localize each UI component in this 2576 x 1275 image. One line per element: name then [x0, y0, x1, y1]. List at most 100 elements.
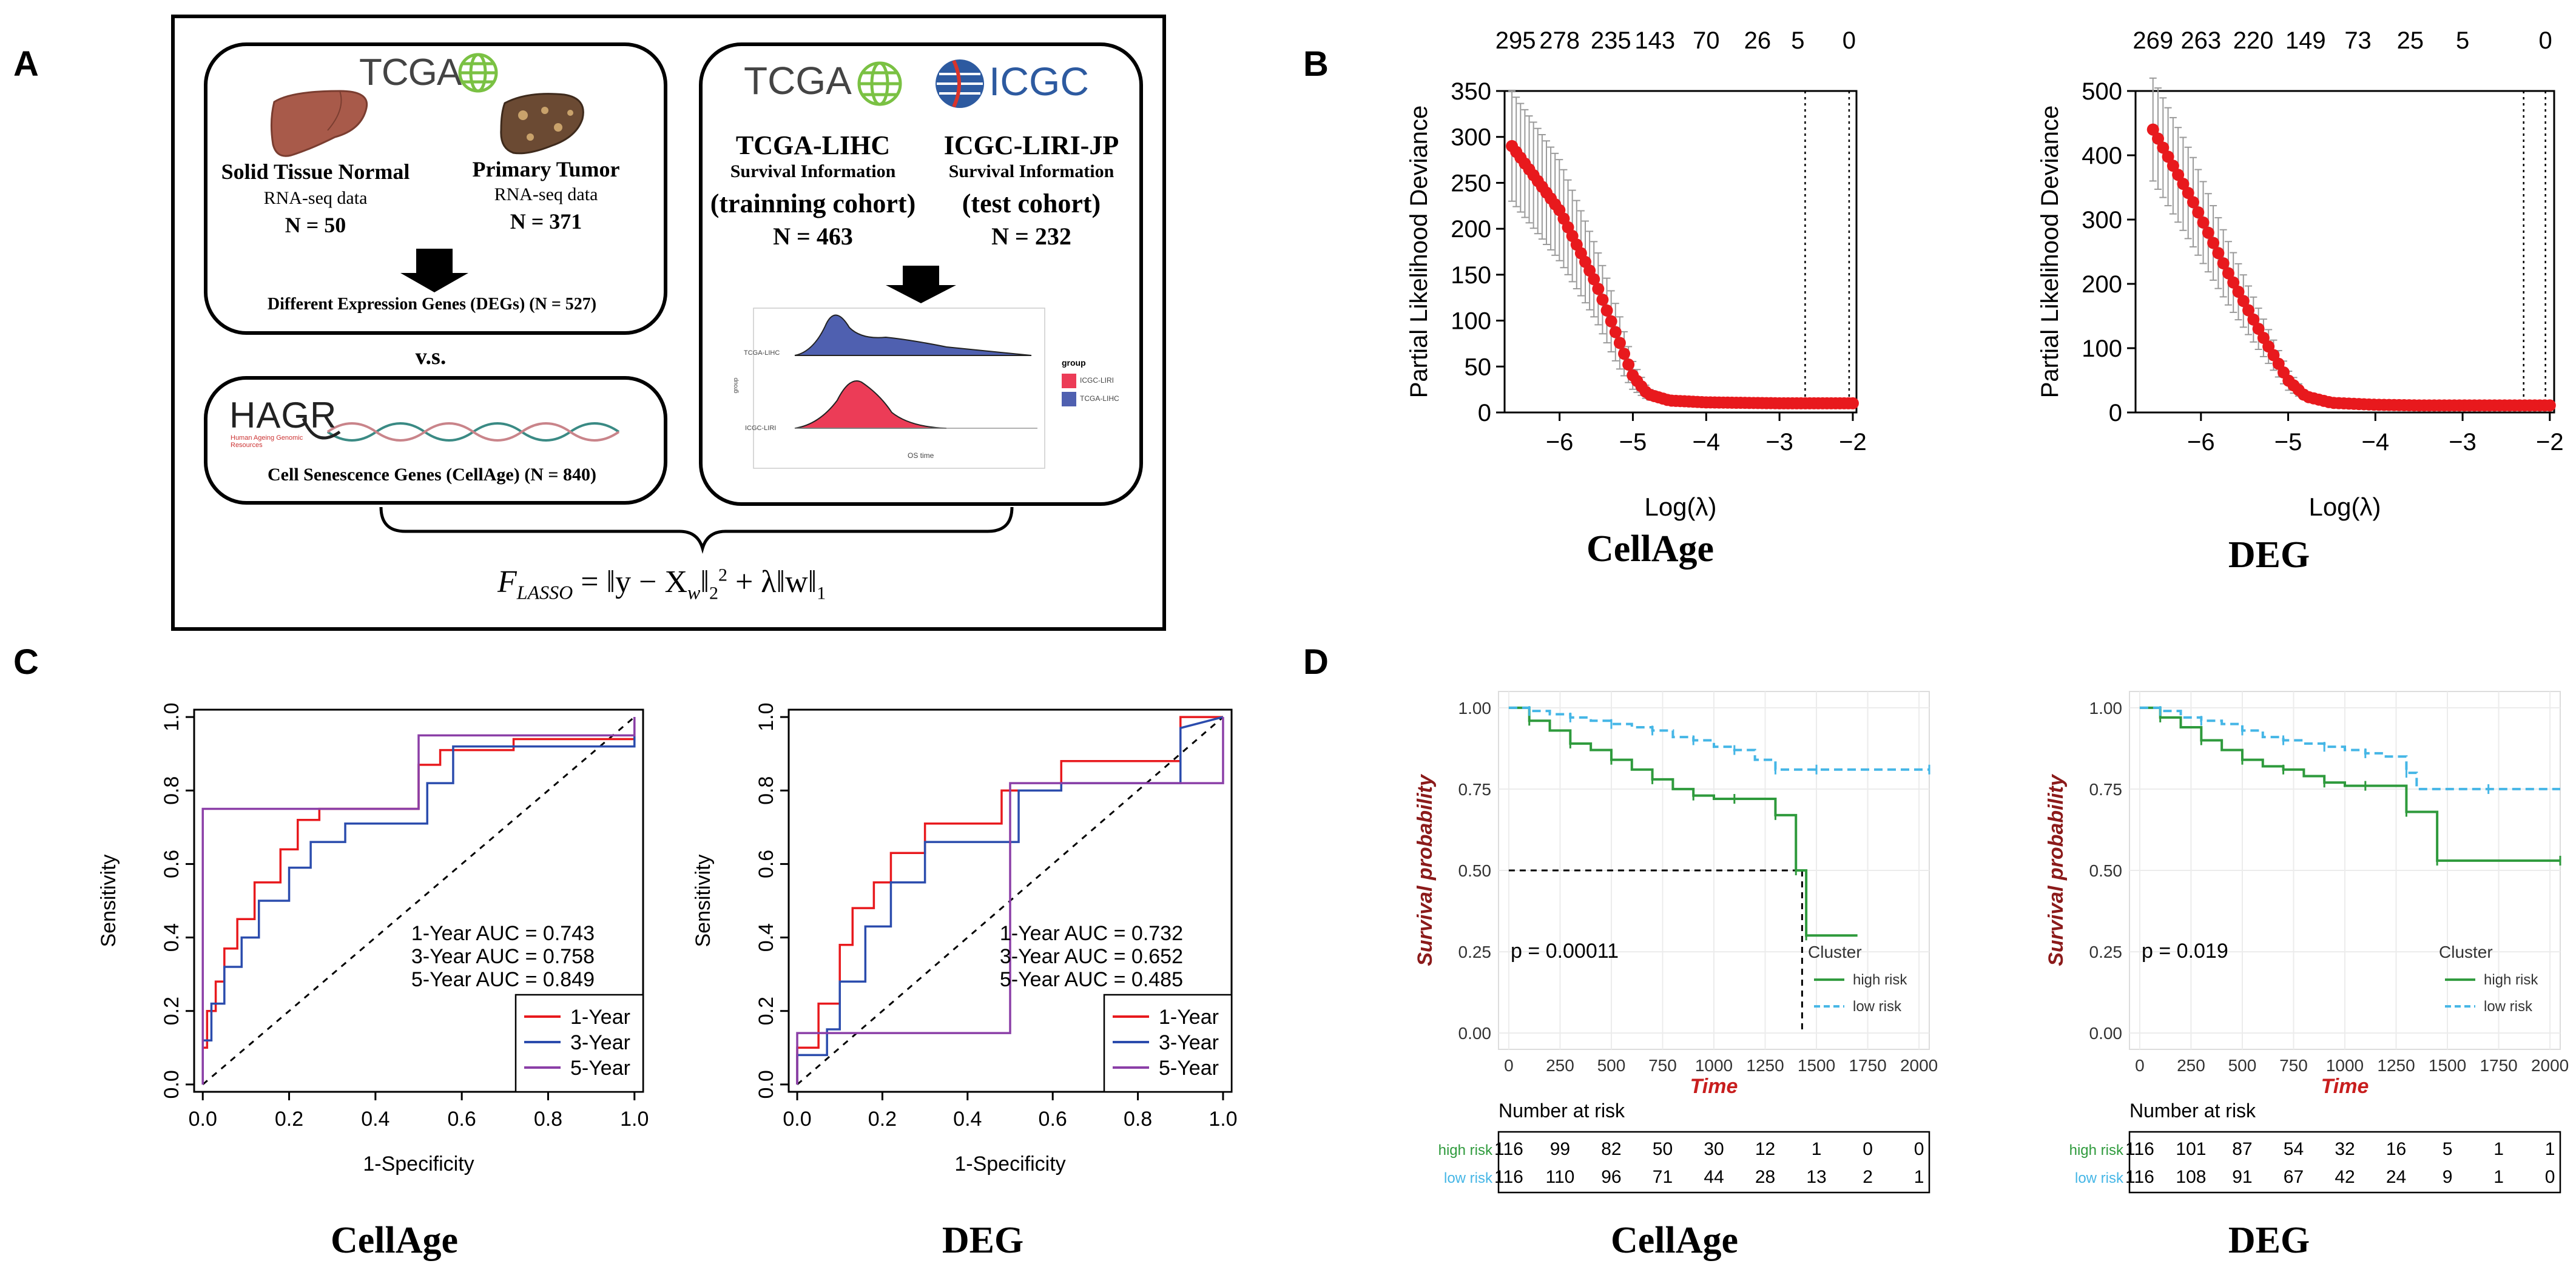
survival-box — [699, 42, 1143, 506]
x-tick-label: −4 — [1692, 429, 1720, 456]
deviance-point — [2543, 399, 2556, 412]
y-tick-label: 0.25 — [2089, 943, 2123, 961]
panel-label-a: A — [13, 44, 39, 84]
liri-sub: Survival Information — [948, 161, 1114, 181]
x-tick-label: −2 — [2536, 429, 2564, 456]
hagr-sub: Human Ageing Genomic Resources — [231, 434, 303, 449]
legend-label: 3-Year — [570, 1031, 630, 1054]
y-tick-label: 0.0 — [755, 1070, 778, 1098]
risk-cell: 99 — [1550, 1139, 1570, 1159]
deviance-point — [2177, 178, 2190, 190]
y-tick-label: 500 — [2082, 78, 2122, 105]
x-tick-label: 1000 — [2326, 1056, 2364, 1075]
top-axis-label: 263 — [2180, 27, 2221, 54]
x-tick-label: 250 — [2177, 1056, 2205, 1075]
d-cellage-title: CellAge — [1610, 1220, 1739, 1261]
y-tick-label: 250 — [1451, 170, 1491, 197]
x-tick-label: 0.8 — [534, 1108, 562, 1131]
auc-text: 1-Year AUC = 0.732 — [1000, 922, 1183, 945]
top-axis-label: 25 — [2397, 27, 2424, 54]
deviance-point — [1609, 326, 1622, 338]
panel-label-c: C — [13, 642, 39, 682]
y-tick-label: 400 — [2082, 143, 2122, 169]
risk-cell: 0 — [1863, 1139, 1873, 1159]
y-tick-label: 0.4 — [755, 923, 778, 952]
y-tick-label: 0.75 — [2089, 780, 2123, 799]
x-tick-label: 500 — [1597, 1056, 1626, 1075]
deviance-point — [1605, 315, 1617, 328]
x-tick-label: −6 — [1546, 429, 1574, 456]
risk-cell: 108 — [2176, 1167, 2206, 1187]
panel-label-d: D — [1303, 642, 1329, 682]
top-axis-label: 295 — [1495, 27, 1536, 54]
risk-cell: 110 — [1546, 1167, 1575, 1187]
km-curve-high-risk — [1508, 706, 1858, 937]
risk-cell: 2 — [1863, 1167, 1873, 1187]
top-axis-label: 0 — [1843, 27, 1856, 54]
top-axis-label: 149 — [2285, 27, 2326, 54]
top-axis-label: 5 — [1791, 27, 1804, 54]
roc-plot-1: 0.0 0.2 0.4 0.6 0.8 1.0 0.0 0.2 0.4 0.6 0.8 1.0 1-Sp… — [692, 702, 1238, 1176]
liri-n: N = 232 — [991, 223, 1071, 250]
y-tick-label: 200 — [2082, 271, 2122, 298]
y-tick-label: 0.75 — [1458, 780, 1492, 799]
legend-label: high risk — [1853, 972, 1907, 988]
risk-cell: 1 — [2545, 1139, 2555, 1159]
panel-a — [171, 15, 1166, 631]
risk-cell: 87 — [2232, 1139, 2252, 1159]
hagr-logo: HAGR — [229, 395, 337, 436]
density-ylabel-1: TCGA-LIHC — [744, 349, 780, 357]
p-value: p = 0.00011 — [1511, 940, 1619, 963]
deviance-point — [2162, 150, 2174, 163]
risk-table-box — [1497, 1131, 1930, 1194]
risk-cell: 24 — [2386, 1167, 2406, 1187]
risk-cell: 1 — [2493, 1167, 2504, 1187]
legend-label: high risk — [2484, 972, 2538, 988]
top-axis-label: 235 — [1591, 27, 1631, 54]
tumor-sub: RNA-seq data — [494, 184, 598, 204]
formula-sq: 2 — [718, 565, 727, 585]
y-tick-label: 1.00 — [2089, 699, 2123, 718]
c-deg-title: DEG — [942, 1220, 1024, 1261]
top-axis-label: 5 — [2456, 27, 2469, 54]
y-tick-label: 0.50 — [1458, 861, 1492, 880]
y-tick-label: 0.50 — [2089, 861, 2123, 880]
risk-cell: 96 — [1601, 1167, 1621, 1187]
top-axis-label: 73 — [2344, 27, 2372, 54]
icgc-logo: ICGC — [989, 59, 1089, 104]
x-tick-label: 750 — [1648, 1056, 1677, 1075]
auc-text: 1-Year AUC = 0.743 — [411, 922, 595, 945]
risk-cell: 0 — [2545, 1167, 2555, 1187]
deviance-point — [2227, 276, 2240, 289]
density-xlabel: OS time — [908, 451, 934, 460]
risk-cell: 101 — [2176, 1139, 2206, 1159]
top-axis-label: 143 — [1634, 27, 1675, 54]
risk-row-label: high risk — [1438, 1142, 1493, 1159]
y-tick-label: 50 — [1465, 354, 1492, 380]
top-axis-label: 70 — [1693, 27, 1720, 54]
legend-title: Cluster — [2439, 943, 2493, 961]
x-tick-label: 0.2 — [275, 1108, 303, 1131]
cellage-label: Cell Senescence Genes (CellAge) (N = 840… — [268, 465, 596, 485]
y-tick-label: 1.00 — [1458, 699, 1492, 718]
roc-plot-0: 0.0 0.2 0.4 0.6 0.8 1.0 0.0 0.2 0.4 0.6 0.8 1.0 1-Sp… — [97, 702, 649, 1176]
y-tick-label: 0.0 — [160, 1070, 183, 1098]
top-axis-label: 220 — [2233, 27, 2274, 54]
tcga-box — [204, 42, 667, 335]
x-tick-label: 1.0 — [620, 1108, 649, 1131]
deviance-point — [1592, 283, 1605, 295]
y-tick-label: 0.6 — [755, 850, 778, 878]
normal-sub: RNA-seq data — [263, 188, 368, 208]
deviance-point — [2166, 160, 2179, 172]
x-axis-title: Time — [2321, 1075, 2369, 1098]
legend-label: 1-Year — [1159, 1006, 1219, 1029]
y-tick-label: 0 — [1478, 400, 1491, 426]
y-tick-label: 1.0 — [755, 702, 778, 731]
y-axis-title: Sensitivity — [692, 854, 715, 947]
x-tick-label: 1750 — [2480, 1056, 2517, 1075]
risk-cell: 13 — [1806, 1167, 1826, 1187]
y-tick-label: 200 — [1451, 216, 1491, 243]
lihc-n: N = 463 — [773, 223, 853, 250]
y-axis-title: Sensitivity — [97, 854, 120, 947]
